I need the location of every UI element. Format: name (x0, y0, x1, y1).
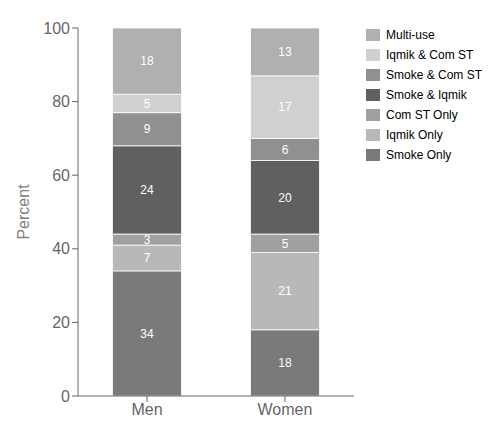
svg-text:7: 7 (144, 251, 151, 265)
svg-text:20: 20 (278, 191, 292, 205)
svg-text:100: 100 (43, 20, 70, 37)
svg-text:6: 6 (282, 143, 289, 157)
svg-text:17: 17 (278, 100, 292, 114)
svg-text:0: 0 (61, 388, 70, 405)
svg-text:40: 40 (52, 240, 70, 257)
svg-text:21: 21 (278, 284, 292, 298)
svg-text:20: 20 (52, 314, 70, 331)
svg-text:80: 80 (52, 93, 70, 110)
html-text:Smoke & Com ST: Smoke & Com ST (386, 68, 482, 82)
svg-text:24: 24 (140, 183, 154, 197)
html-text:Iqmik & Com ST: Iqmik & Com ST (386, 48, 474, 62)
svg-text:60: 60 (52, 167, 70, 184)
html-text:Com ST Only: Com ST Only (386, 108, 458, 122)
svg-text:Men: Men (131, 401, 162, 418)
svg-text:Percent: Percent (15, 184, 32, 240)
svg-text:9: 9 (144, 122, 151, 136)
html-text:Smoke & Iqmik: Smoke & Iqmik (386, 88, 467, 102)
html-text:Iqmik Only: Iqmik Only (386, 128, 443, 142)
svg-text:5: 5 (144, 97, 151, 111)
html-text:Smoke Only: Smoke Only (386, 148, 452, 162)
svg-text:18: 18 (278, 356, 292, 370)
svg-text:13: 13 (278, 45, 292, 59)
svg-text:5: 5 (282, 237, 289, 251)
html-text:Multi-use: Multi-use (386, 28, 435, 42)
svg-text:34: 34 (140, 327, 154, 341)
svg-text:Women: Women (258, 401, 313, 418)
svg-text:18: 18 (140, 54, 154, 68)
svg-text:3: 3 (144, 233, 151, 247)
